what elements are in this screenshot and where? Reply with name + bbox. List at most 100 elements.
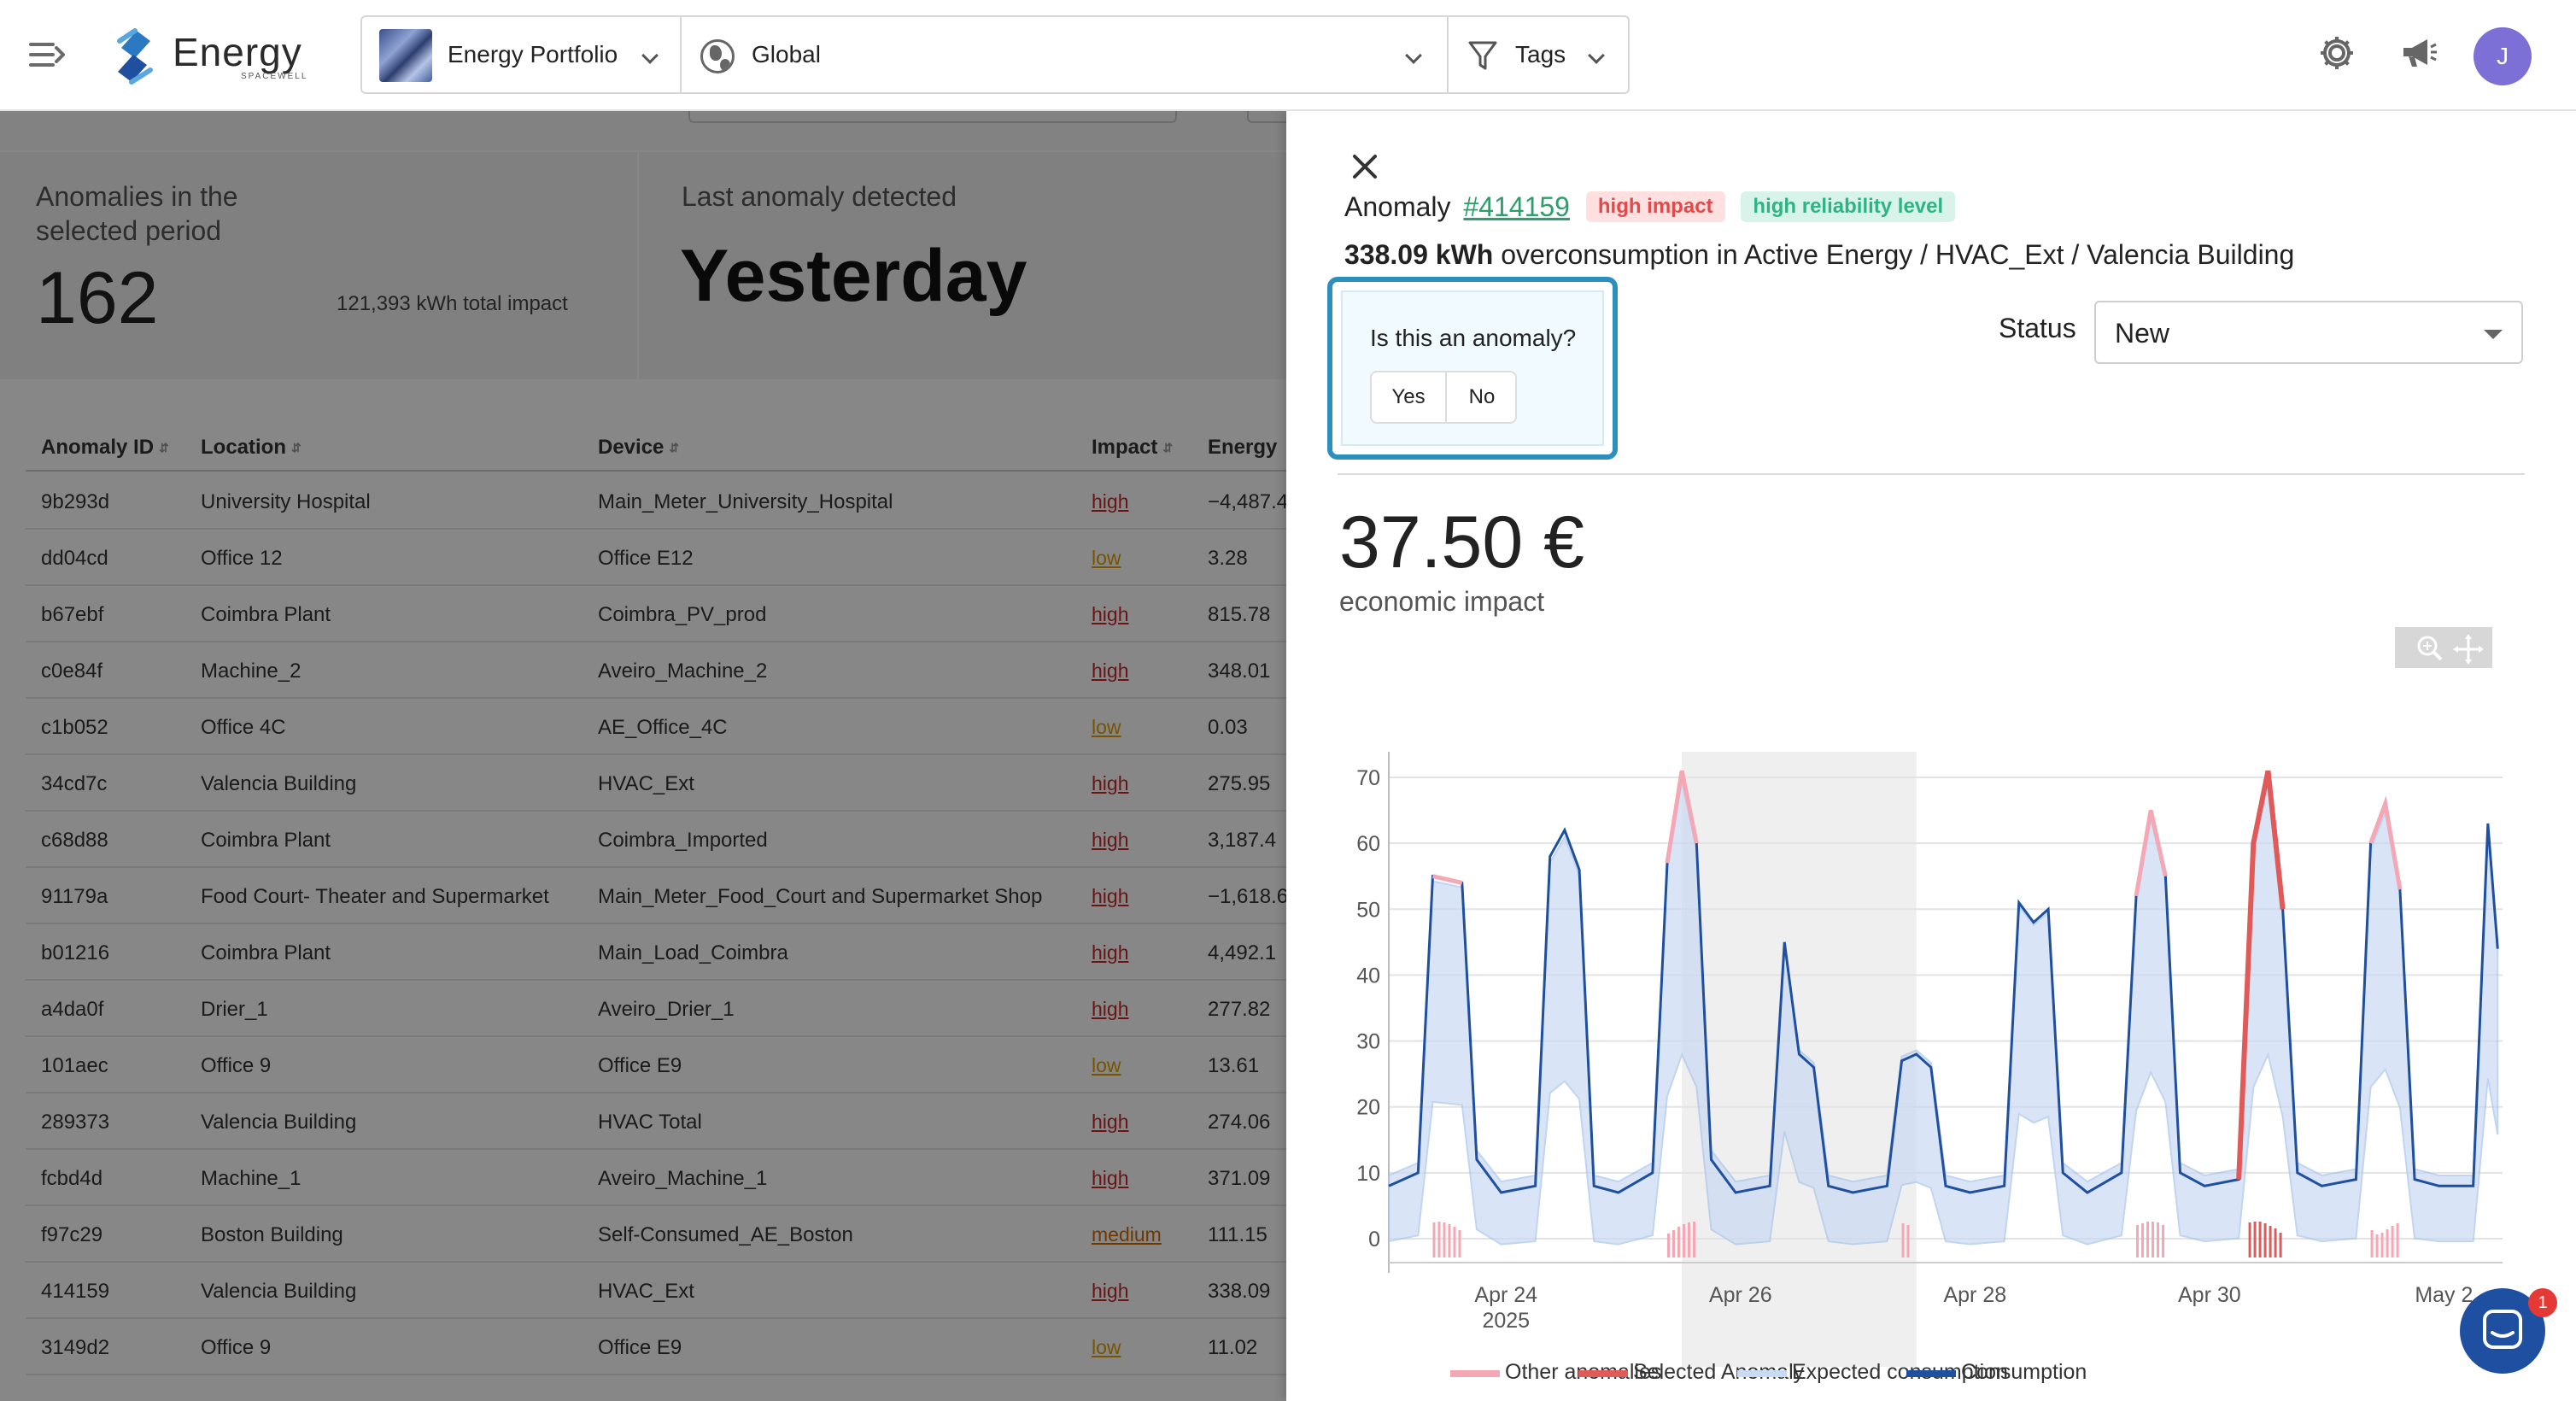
anomaly-amount: 338.09 kWh xyxy=(1344,239,1494,270)
tags-filter[interactable]: Tags xyxy=(1447,15,1630,94)
impact-cell[interactable]: high xyxy=(1092,885,1129,907)
modal-backdrop[interactable] xyxy=(0,111,1286,1401)
impact-cell[interactable]: high xyxy=(1092,1111,1129,1133)
impact-cell[interactable]: high xyxy=(1092,941,1129,964)
table-row[interactable]: c0e84f Machine_2 Aveiro_Machine_2 high 348.0… xyxy=(26,642,1290,699)
impact-cell[interactable]: low xyxy=(1092,1336,1121,1358)
impact-cell[interactable]: high xyxy=(1092,659,1129,682)
megaphone-icon[interactable] xyxy=(2398,34,2439,72)
location-cell: Boston Building xyxy=(201,1223,343,1246)
impact-cell[interactable]: high xyxy=(1092,1167,1129,1189)
energy-cell: 3.28 xyxy=(1208,547,1248,570)
anomaly-id-cell: 3149d2 xyxy=(41,1336,110,1359)
location-cell: Drier_1 xyxy=(201,998,268,1021)
energy-cell: 0.03 xyxy=(1208,716,1248,739)
kpi-title: Anomalies in the selected period xyxy=(36,181,238,246)
legend-swatch xyxy=(1906,1370,1956,1377)
column-header[interactable]: Energy xyxy=(1208,436,1278,459)
legend-swatch xyxy=(1578,1370,1628,1377)
brand-name: Energy xyxy=(173,30,302,74)
table-row[interactable]: f97c29 Boston Building Self-Consumed_AE_Bo… xyxy=(26,1206,1290,1263)
feedback-button-group: Yes No xyxy=(1370,371,1517,424)
status-value: New xyxy=(2115,318,2170,349)
other-anomaly-bar xyxy=(2136,1225,2140,1257)
impact-cell[interactable]: high xyxy=(1092,772,1129,794)
other-anomaly-bar xyxy=(1688,1222,1690,1257)
status-select[interactable]: New xyxy=(2094,301,2523,364)
zoom-icon[interactable] xyxy=(2417,636,2443,661)
anomaly-id-cell: b01216 xyxy=(41,941,110,964)
filter-field[interactable] xyxy=(688,111,1177,123)
device-cell: Self-Consumed_AE_Boston xyxy=(598,1223,853,1246)
x-tick-label: Apr 30 xyxy=(2178,1283,2241,1307)
user-avatar[interactable]: J xyxy=(2474,27,2532,85)
anomaly-id-cell: c68d88 xyxy=(41,829,108,852)
other-anomaly-bar xyxy=(1906,1225,1910,1257)
impact-cell[interactable]: medium xyxy=(1092,1223,1162,1246)
selected-anomaly-bar xyxy=(2279,1233,2282,1257)
impact-cell[interactable]: high xyxy=(1092,829,1129,851)
filter-icon xyxy=(1468,41,1497,70)
column-header[interactable]: Location ⇵ xyxy=(201,436,302,459)
column-header[interactable]: Device ⇵ xyxy=(598,436,680,459)
yes-button[interactable]: Yes xyxy=(1372,372,1447,422)
location-cell: Coimbra Plant xyxy=(201,829,331,852)
table-row[interactable]: 91179a Food Court- Theater and Supermarke… xyxy=(26,868,1290,924)
location-cell: Office 9 xyxy=(201,1054,272,1077)
impact-cell[interactable]: low xyxy=(1092,547,1121,569)
economic-impact-value: 37.50 € xyxy=(1339,501,1584,583)
table-row[interactable]: 414159 Valencia Building HVAC_Ext high 338.0… xyxy=(26,1263,1290,1319)
anomaly-label: Anomaly xyxy=(1344,191,1451,222)
energy-cell: 11.02 xyxy=(1208,1336,1258,1359)
scope-selector[interactable]: Global xyxy=(680,15,1449,94)
table-row[interactable]: fcbd4d Machine_1 Aveiro_Machine_1 high 371.0… xyxy=(26,1150,1290,1206)
anomaly-id-link[interactable]: #414159 xyxy=(1463,191,1570,222)
energy-cell: 274.06 xyxy=(1208,1111,1271,1134)
no-button[interactable]: No xyxy=(1468,385,1496,408)
y-tick-label: 70 xyxy=(1356,766,1380,790)
other-anomaly-bar xyxy=(1443,1222,1446,1257)
close-icon[interactable] xyxy=(1346,149,1384,186)
impact-cell[interactable]: low xyxy=(1092,1054,1121,1076)
impact-cell[interactable]: high xyxy=(1092,603,1129,625)
legend-swatch xyxy=(1450,1370,1500,1377)
table-row[interactable]: a4da0f Drier_1 Aveiro_Drier_1 high 277.82 xyxy=(26,981,1290,1037)
y-tick-label: 0 xyxy=(1368,1228,1380,1252)
chevron-down-icon xyxy=(1588,47,1605,64)
feedback-question: Is this an anomaly? Yes No xyxy=(1327,277,1618,460)
impact-cell[interactable]: low xyxy=(1092,716,1121,738)
table-row[interactable]: dd04cd Office 12 Office E12 low 3.28 xyxy=(26,530,1290,586)
impact-cell[interactable]: high xyxy=(1092,998,1129,1020)
table-row[interactable]: b01216 Coimbra Plant Main_Load_Coimbra high… xyxy=(26,924,1290,981)
x-tick-label: May 2 xyxy=(2415,1283,2473,1307)
y-tick-label: 40 xyxy=(1356,964,1380,988)
device-cell: Main_Load_Coimbra xyxy=(598,941,788,964)
table-row[interactable]: 289373 Valencia Building HVAC Total high 274… xyxy=(26,1093,1290,1150)
chat-icon xyxy=(2483,1310,2522,1349)
impact-cell[interactable]: high xyxy=(1092,1280,1129,1302)
location-cell: Valencia Building xyxy=(201,1111,357,1134)
table-row[interactable]: c1b052 Office 4C AE_Office_4C low 0.03 xyxy=(26,699,1290,755)
x-tick-label: Apr 24 xyxy=(1474,1283,1537,1307)
table-row[interactable]: 101aec Office 9 Office E9 low 13.61 xyxy=(26,1037,1290,1093)
brand-logo[interactable]: Energy SPACEWELL xyxy=(101,22,323,91)
chevron-down-icon xyxy=(1405,47,1422,64)
column-header[interactable]: Anomaly ID ⇵ xyxy=(41,436,169,459)
pan-icon[interactable] xyxy=(2453,634,2484,665)
settings-gear-icon[interactable] xyxy=(2318,34,2356,72)
anomaly-id-cell: 101aec xyxy=(41,1054,108,1077)
kpi-note: 121,393 kWh total impact xyxy=(337,292,568,315)
menu-icon[interactable] xyxy=(29,39,65,70)
portfolio-selector[interactable]: Energy Portfolio xyxy=(360,15,682,94)
impact-badge: high impact xyxy=(1585,191,1725,222)
table-row[interactable]: 9b293d University Hospital Main_Meter_Univ… xyxy=(26,473,1290,530)
impact-cell[interactable]: high xyxy=(1092,490,1129,513)
location-cell: Machine_1 xyxy=(201,1167,302,1190)
table-row[interactable]: 3149d2 Office 9 Office E9 low 11.02 xyxy=(26,1319,1290,1375)
table-row[interactable]: c68d88 Coimbra Plant Coimbra_Imported high 3… xyxy=(26,812,1290,868)
selected-anomaly-bar xyxy=(2274,1228,2277,1257)
table-row[interactable]: b67ebf Coimbra Plant Coimbra_PV_prod high 81… xyxy=(26,586,1290,642)
other-anomaly-line xyxy=(1665,770,1699,864)
column-header[interactable]: Impact ⇵ xyxy=(1092,436,1174,459)
table-row[interactable]: 34cd7c Valencia Building HVAC_Ext high 275.9… xyxy=(26,755,1290,812)
